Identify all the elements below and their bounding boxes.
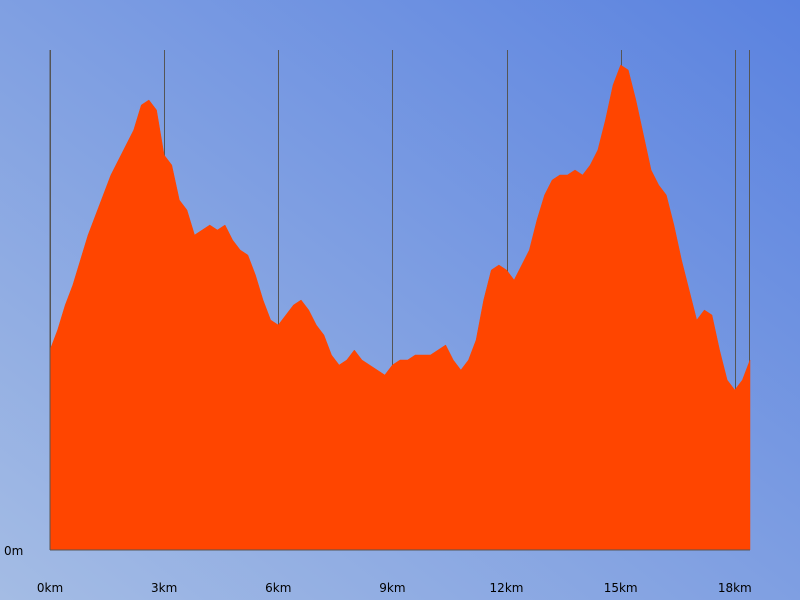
- x-tick-labels: 0km 3km 6km 9km 12km 15km 18km: [37, 581, 752, 595]
- elevation-area-series-0: [49, 64, 751, 551]
- y-tick-label-0: 0m: [4, 544, 23, 558]
- x-tick-label-4: 12km: [490, 581, 524, 595]
- x-tick-label-6: 18km: [718, 581, 752, 595]
- y-tick-labels: 0m: [4, 544, 23, 558]
- x-tick-label-3: 9km: [379, 581, 405, 595]
- x-tick-label-1: 3km: [151, 581, 177, 595]
- x-tick-label-0: 0km: [37, 581, 63, 595]
- x-tick-label-5: 15km: [604, 581, 638, 595]
- x-tick-label-2: 6km: [265, 581, 291, 595]
- elevation-area-layer: [49, 64, 751, 551]
